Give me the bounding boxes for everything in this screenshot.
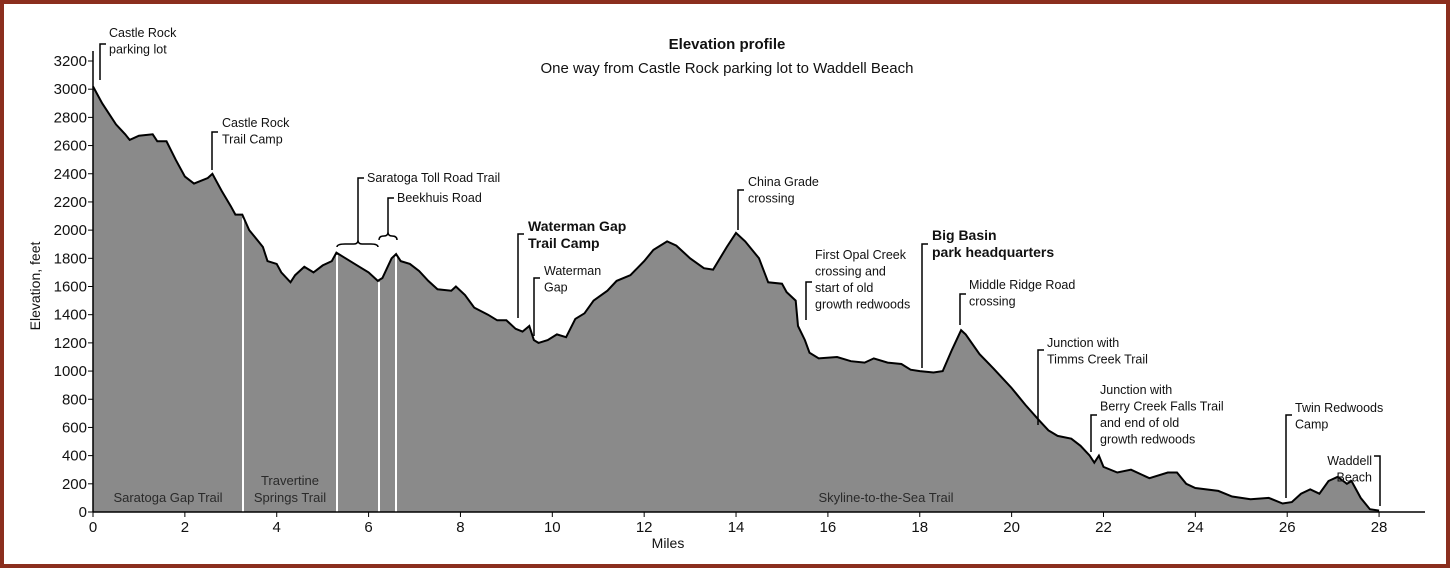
annotation: Waterman Gap <box>528 218 626 234</box>
annotation: Twin Redwoods <box>1295 401 1383 415</box>
y-tick-label: 2000 <box>54 222 87 239</box>
leader-line <box>99 43 106 80</box>
annotation: growth redwoods <box>1100 433 1195 447</box>
x-tick-label: 10 <box>544 519 561 536</box>
leader-line <box>533 277 540 336</box>
x-tick-label: 22 <box>1095 519 1112 536</box>
leader-line <box>1037 349 1044 425</box>
annotation: Gap <box>544 281 568 295</box>
annotation: Trail Camp <box>222 133 283 147</box>
leader-line <box>1285 414 1292 498</box>
annotation: Junction with <box>1047 336 1119 350</box>
annotation: Timms Creek Trail <box>1047 353 1148 367</box>
y-tick-label: 400 <box>62 448 87 465</box>
leader-line <box>357 177 364 240</box>
annotation: Trail Camp <box>528 235 600 251</box>
annotation: Big Basin <box>932 227 997 243</box>
y-tick-label: 3000 <box>54 81 87 98</box>
leader-line <box>211 131 218 170</box>
annotation: Camp <box>1295 418 1328 432</box>
x-tick-label: 12 <box>636 519 653 536</box>
annotation: crossing <box>969 295 1016 309</box>
brace <box>336 239 379 248</box>
x-tick-label: 6 <box>364 519 372 536</box>
annotation: park headquarters <box>932 244 1054 260</box>
annotation: Castle Rock <box>109 26 177 40</box>
annotation: Castle Rock <box>222 116 290 130</box>
annotation: China Grade <box>748 175 819 189</box>
annotation: and end of old <box>1100 416 1179 430</box>
x-tick-label: 20 <box>1003 519 1020 536</box>
y-tick-label: 600 <box>62 419 87 436</box>
annotation: growth redwoods <box>815 298 910 312</box>
y-tick-label: 1400 <box>54 307 87 324</box>
y-tick-label: 200 <box>62 476 87 493</box>
x-tick-label: 16 <box>820 519 837 536</box>
y-tick-label: 2800 <box>54 109 87 126</box>
x-tick-label: 2 <box>181 519 189 536</box>
leader-line <box>1374 455 1381 506</box>
leader-line <box>517 233 524 318</box>
annotation: First Opal Creek <box>815 248 907 262</box>
leader-line <box>959 293 966 325</box>
y-tick-label: 2600 <box>54 138 87 155</box>
annotation: Junction with <box>1100 383 1172 397</box>
leader-line <box>1090 414 1097 452</box>
annotation: Waddell <box>1327 454 1372 468</box>
section-label: Skyline-to-the-Sea Trail <box>818 490 953 505</box>
y-tick-label: 1800 <box>54 250 87 267</box>
section-label: Saratoga Gap Trail <box>113 490 222 505</box>
y-tick-label: 1200 <box>54 335 87 352</box>
annotation: Beach <box>1337 471 1372 485</box>
leader-line <box>805 281 812 320</box>
y-tick-label: 1600 <box>54 279 87 296</box>
leader-line <box>737 189 744 230</box>
x-axis-label: Miles <box>652 535 685 551</box>
annotation: Waterman <box>544 264 601 278</box>
x-tick-label: 28 <box>1371 519 1388 536</box>
section-label: Springs Trail <box>254 490 326 505</box>
annotation: Saratoga Toll Road Trail <box>367 171 500 185</box>
chart-title: Elevation profile <box>669 36 786 53</box>
x-tick-label: 14 <box>728 519 745 536</box>
annotation: crossing <box>748 192 795 206</box>
annotation: Beekhuis Road <box>397 191 482 205</box>
x-tick-label: 8 <box>456 519 464 536</box>
y-tick-label: 800 <box>62 391 87 408</box>
annotation: parking lot <box>109 43 167 57</box>
annotation: Middle Ridge Road <box>969 278 1075 292</box>
y-tick-label: 0 <box>79 504 87 521</box>
chart-subtitle: One way from Castle Rock parking lot to … <box>541 60 914 77</box>
y-tick-label: 2200 <box>54 194 87 211</box>
annotation: crossing and <box>815 265 886 279</box>
leader-line <box>921 243 928 368</box>
annotation: Berry Creek Falls Trail <box>1100 400 1224 414</box>
y-tick-label: 2400 <box>54 166 87 183</box>
y-axis-label: Elevation, feet <box>27 242 43 331</box>
section-label: Travertine <box>261 473 319 488</box>
x-tick-label: 0 <box>89 519 97 536</box>
y-tick-label: 3200 <box>54 53 87 70</box>
x-tick-label: 24 <box>1187 519 1204 536</box>
area <box>93 86 1380 513</box>
x-tick-label: 26 <box>1279 519 1296 536</box>
y-tick-label: 1000 <box>54 363 87 380</box>
x-tick-label: 4 <box>273 519 281 536</box>
line <box>92 85 1380 512</box>
annotation: start of old <box>815 281 873 295</box>
x-tick-label: 18 <box>911 519 928 536</box>
leader-line <box>387 197 394 232</box>
brace <box>378 231 398 241</box>
